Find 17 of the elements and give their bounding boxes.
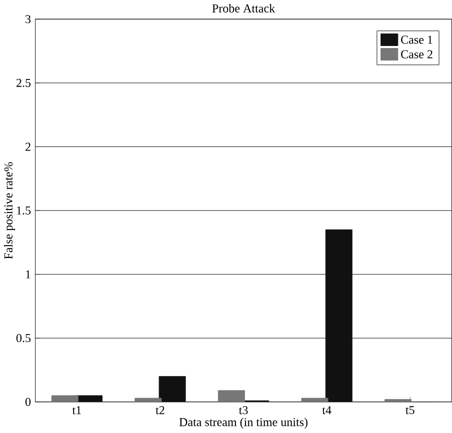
x-tick-label: t5 — [406, 406, 414, 414]
chart-title: Probe Attack — [212, 4, 276, 13]
y-tick-label: 1 — [26, 270, 30, 278]
y-tick-label: 0.5 — [16, 334, 31, 342]
x-axis-title: Data stream (in time units) — [179, 418, 308, 429]
y-tick-label: 2.5 — [16, 79, 31, 88]
y-tick-label: 3 — [26, 15, 31, 24]
y-tick-label: 2 — [26, 142, 30, 151]
x-tick-label: t2 — [156, 406, 164, 414]
y-tick-label: 0 — [25, 398, 31, 406]
x-tick-label: t1 — [72, 406, 81, 414]
legend-label: Case 2 — [401, 50, 432, 59]
legend-label: Case 1 — [401, 36, 432, 44]
x-tick-label: t3 — [238, 406, 248, 414]
y-axis-title: False positive rate% — [4, 162, 15, 260]
x-tick-label: t4 — [322, 406, 332, 414]
y-tick-label: 1.5 — [17, 206, 31, 215]
